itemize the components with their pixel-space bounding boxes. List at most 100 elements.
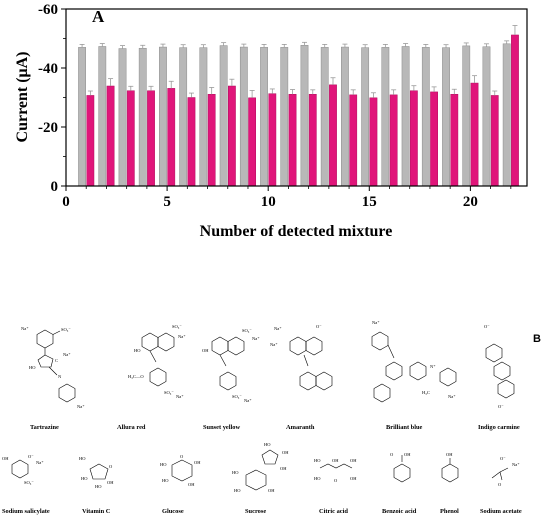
svg-text:SO₃⁻: SO₃⁻ (61, 327, 71, 332)
bar-series1-15 (361, 47, 370, 187)
bar-series1-10 (260, 47, 268, 187)
svg-text:O: O (109, 464, 113, 469)
bar-series1-4 (138, 47, 147, 187)
y-tick-label-3: -60 (38, 2, 58, 18)
svg-text:HO: HO (160, 462, 167, 467)
x-tick-label-20: 20 (463, 194, 478, 210)
svg-text:Na⁺: Na⁺ (270, 342, 278, 347)
compound-label-brilliant-blue: Brilliant blue (386, 424, 423, 431)
svg-text:HO: HO (232, 470, 239, 475)
svg-text:O⁻: O⁻ (498, 404, 504, 409)
svg-text:Na⁺: Na⁺ (274, 326, 282, 331)
svg-text:SO₃⁻: SO₃⁻ (232, 394, 242, 399)
y-tick-label-2: -40 (38, 61, 58, 77)
svg-text:O: O (180, 454, 184, 459)
svg-text:Na⁺: Na⁺ (36, 460, 44, 465)
svg-text:OH: OH (350, 458, 357, 463)
svg-text:HO: HO (234, 488, 241, 493)
svg-text:HO: HO (264, 442, 271, 447)
citric-acid-structure: HO OH OH HO O OH (312, 452, 362, 493)
bar-series1-5 (159, 46, 167, 187)
bar-series1-8 (219, 45, 228, 187)
bar-series1-19 (442, 47, 450, 187)
svg-text:OH: OH (188, 482, 195, 487)
bar-series2-5 (167, 88, 176, 187)
svg-text:O: O (390, 452, 394, 457)
sodium-acetate-structure: O⁻ Na⁺ O (486, 452, 526, 493)
svg-text:Na⁺: Na⁺ (77, 404, 85, 409)
bar-series2-21 (490, 95, 499, 187)
glucose-structure: O HO OH HO OH (158, 450, 208, 495)
ticks-group: 0 5 10 15 20 0 -20 -40 -60 (38, 2, 512, 210)
svg-text:OH: OH (404, 452, 411, 457)
svg-text:O⁻: O⁻ (500, 456, 506, 461)
compound-label-allura-red: Allura red (117, 424, 146, 431)
svg-text:Na⁺: Na⁺ (63, 352, 71, 357)
compound-label-sodium-acetate: Sodium acetate (480, 508, 522, 515)
bar-series1-14 (341, 46, 349, 187)
svg-text:HO: HO (134, 348, 141, 353)
brilliant-blue-structure: Na⁺ N⁺ H₃C Na⁺ (352, 318, 462, 418)
allura-red-structure: SO₃⁻ Na⁺ HO H₃C—O SO₃⁻ Na⁺ (110, 318, 190, 413)
compound-label-phenol: Phenol (440, 508, 459, 515)
error-bars-group (79, 25, 518, 98)
y-tick-label-1: -20 (38, 120, 58, 136)
bar-chart: 0 5 10 15 20 0 -20 -40 -60 A Number of detected … (14, 2, 528, 240)
sodium-salicylate-structure: O⁻ Na⁺ OH SO₃⁻ (2, 450, 52, 495)
bar-series1-12 (300, 45, 309, 187)
bar-series1-20 (462, 45, 471, 187)
amaranth-structure: Na⁺ O⁻ Na⁺ (268, 322, 348, 417)
bar-series1-18 (421, 47, 430, 187)
bar-series2-6 (187, 97, 196, 187)
bar-series1-1 (78, 47, 86, 187)
bar-series1-21 (482, 46, 491, 187)
indigo-carmine-structure: O⁻ O⁻ (470, 322, 530, 417)
bar-series1-16 (381, 47, 390, 187)
svg-text:HO: HO (314, 458, 321, 463)
svg-text:HO: HO (81, 476, 88, 481)
bar-series2-1 (86, 95, 95, 187)
svg-text:Na⁺: Na⁺ (178, 334, 186, 339)
bar-series1-9 (239, 46, 248, 187)
bar-series2-8 (228, 85, 236, 187)
svg-text:Na⁺: Na⁺ (448, 394, 456, 399)
svg-text:Na⁺: Na⁺ (372, 320, 380, 325)
bar-series2-17 (409, 90, 418, 187)
compound-label-citric-acid: Citric acid (319, 508, 348, 515)
svg-text:Na⁺: Na⁺ (176, 394, 184, 399)
panel-b-structures: B SO₃⁻ Na⁺ C Na⁺ HO N Na⁺ SO₃⁻ Na⁺ HO H₃C—O… (0, 300, 550, 526)
bar-series2-10 (268, 93, 277, 187)
bar-series2-18 (430, 91, 438, 187)
svg-text:HO: HO (162, 478, 169, 483)
vitamin-c-structure: HO HO O HO OH (75, 452, 125, 495)
bar-series2-12 (308, 94, 317, 187)
compound-label-benzoic-acid: Benzoic acid (382, 508, 417, 515)
compound-label-glucose: Glucose (162, 508, 184, 515)
benzoic-acid-structure: O OH (382, 450, 422, 495)
svg-text:OH: OH (350, 476, 357, 481)
x-tick-label-10: 10 (261, 194, 276, 210)
x-tick-label-15: 15 (362, 194, 377, 210)
svg-text:OH: OH (194, 460, 201, 465)
svg-text:O⁻: O⁻ (28, 454, 34, 459)
bar-series2-22 (511, 34, 519, 187)
bar-series2-3 (126, 90, 135, 187)
svg-text:OH: OH (280, 466, 287, 471)
bar-series1-17 (401, 46, 410, 187)
bar-series2-9 (248, 97, 257, 187)
y-tick-label-0: 0 (51, 179, 59, 195)
svg-text:N: N (58, 374, 62, 379)
svg-text:OH: OH (268, 488, 275, 493)
bar-series1-3 (118, 48, 127, 187)
bar-series1-6 (179, 47, 188, 187)
bar-series1-2 (98, 46, 107, 187)
bar-series1-7 (199, 47, 208, 187)
compound-label-sunset-yellow: Sunset yellow (203, 424, 241, 431)
compound-label-indigo-carmine: Indigo carmine (478, 424, 520, 431)
compound-label-amaranth: Amaranth (286, 424, 315, 431)
bar-series1-11 (280, 47, 289, 187)
bar-series2-20 (470, 82, 479, 187)
bar-series2-19 (450, 94, 459, 187)
svg-text:OH: OH (2, 456, 9, 461)
bar-series2-7 (207, 94, 216, 187)
